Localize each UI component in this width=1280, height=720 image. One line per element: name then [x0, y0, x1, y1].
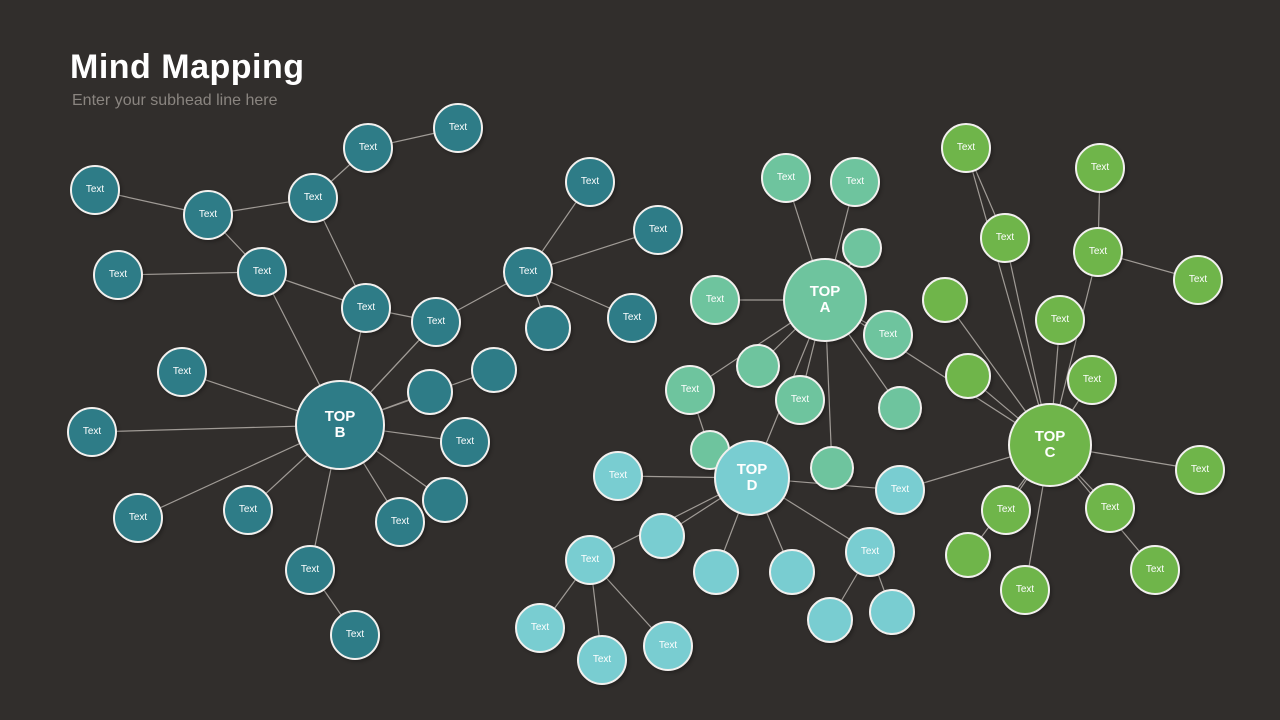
hub-node-D: TOP D	[714, 440, 790, 516]
node-a11	[878, 386, 922, 430]
node-c2: Text	[1075, 143, 1125, 193]
node-c3: Text	[980, 213, 1030, 263]
node-b6: Text	[93, 250, 143, 300]
node-a8: Text	[775, 375, 825, 425]
node-a5: Text	[665, 365, 715, 415]
node-d6: Text	[643, 621, 693, 671]
node-c7: Text	[1173, 255, 1223, 305]
node-b4: Text	[343, 123, 393, 173]
node-b21: Text	[285, 545, 335, 595]
node-a7	[736, 344, 780, 388]
node-b20: Text	[223, 485, 273, 535]
node-b11: Text	[565, 157, 615, 207]
node-b10: Text	[503, 247, 553, 297]
hub-node-B: TOP B	[295, 380, 385, 470]
node-b23	[422, 477, 468, 523]
node-d11: Text	[845, 527, 895, 577]
node-b24: Text	[330, 610, 380, 660]
node-b1: Text	[70, 165, 120, 215]
node-b22: Text	[375, 497, 425, 547]
node-c13: Text	[1130, 545, 1180, 595]
node-b14: Text	[157, 347, 207, 397]
hub-node-A: TOP A	[783, 258, 867, 342]
hub-node-C: TOP C	[1008, 403, 1092, 487]
node-b8: Text	[341, 283, 391, 333]
node-b10b	[525, 305, 571, 351]
node-c6: Text	[1035, 295, 1085, 345]
node-b19: Text	[113, 493, 163, 543]
node-c11: Text	[1085, 483, 1135, 533]
node-c1: Text	[941, 123, 991, 173]
node-d7	[693, 549, 739, 595]
node-d10	[869, 589, 915, 635]
node-b7: Text	[237, 247, 287, 297]
node-a4: Text	[690, 275, 740, 325]
node-a9	[810, 446, 854, 490]
node-a1: Text	[761, 153, 811, 203]
node-c5	[922, 277, 968, 323]
node-b15: Text	[67, 407, 117, 457]
node-d2: Text	[565, 535, 615, 585]
node-c15	[945, 532, 991, 578]
node-d5: Text	[577, 635, 627, 685]
node-d1: Text	[593, 451, 643, 501]
node-b12: Text	[633, 205, 683, 255]
node-c8	[945, 353, 991, 399]
node-d3	[639, 513, 685, 559]
node-b9: Text	[411, 297, 461, 347]
node-d8	[769, 549, 815, 595]
node-b5: Text	[433, 103, 483, 153]
node-c9: Text	[1067, 355, 1117, 405]
node-c14: Text	[1000, 565, 1050, 615]
node-b16	[407, 369, 453, 415]
node-a10: Text	[863, 310, 913, 360]
mindmap-stage: Mind Mapping Enter your subhead line her…	[0, 0, 1280, 720]
node-a3	[842, 228, 882, 268]
node-d4: Text	[515, 603, 565, 653]
node-b13: Text	[607, 293, 657, 343]
page-title: Mind Mapping	[70, 48, 305, 87]
node-a2: Text	[830, 157, 880, 207]
node-c4: Text	[1073, 227, 1123, 277]
node-c10: Text	[981, 485, 1031, 535]
node-c12: Text	[1175, 445, 1225, 495]
node-b17: Text	[440, 417, 490, 467]
page-subtitle: Enter your subhead line here	[72, 92, 277, 110]
node-b18	[471, 347, 517, 393]
node-b3: Text	[288, 173, 338, 223]
node-d12: Text	[875, 465, 925, 515]
node-d9	[807, 597, 853, 643]
node-b2: Text	[183, 190, 233, 240]
